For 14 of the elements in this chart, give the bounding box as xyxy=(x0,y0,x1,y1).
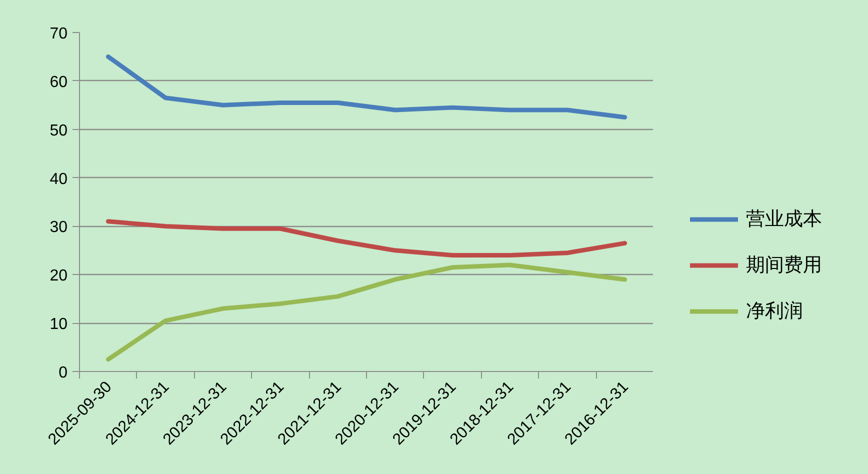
y-tick-label: 30 xyxy=(50,219,68,236)
legend-label: 期间费用 xyxy=(746,253,822,278)
legend-label: 净利润 xyxy=(746,299,803,324)
y-tick-label: 10 xyxy=(50,316,68,334)
line-series xyxy=(106,54,628,120)
line-series xyxy=(106,262,628,362)
y-tick-label: 20 xyxy=(50,268,68,285)
y-tick-label: 50 xyxy=(50,122,68,140)
y-tick-label: 70 xyxy=(50,26,68,42)
y-tick-label: 0 xyxy=(58,364,68,382)
y-tick-label: 40 xyxy=(50,170,68,188)
line-series xyxy=(106,219,628,258)
y-tick-label: 60 xyxy=(50,74,68,91)
legend-label: 营业成本 xyxy=(746,207,822,232)
